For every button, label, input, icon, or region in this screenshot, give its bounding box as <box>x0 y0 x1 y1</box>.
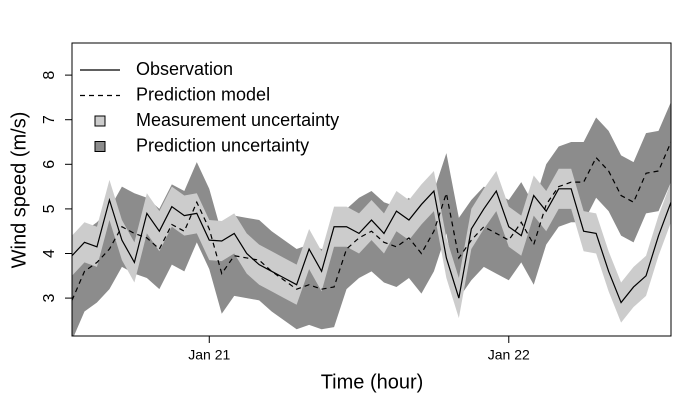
y-tick-label: 8 <box>41 71 58 80</box>
legend-label: Measurement uncertainty <box>136 110 339 130</box>
y-axis-label: Wind speed (m/s) <box>8 112 30 269</box>
y-tick-label: 6 <box>41 160 58 169</box>
legend-swatch <box>94 141 106 152</box>
x-tick-label: Jan 22 <box>488 347 530 363</box>
legend-label: Prediction model <box>136 84 270 104</box>
legend-swatch <box>94 115 106 127</box>
x-tick-label: Jan 21 <box>188 347 230 363</box>
y-tick-label: 3 <box>41 294 58 303</box>
legend-label: Observation <box>136 59 233 79</box>
series-line <box>72 141 671 301</box>
y-tick-label: 7 <box>41 115 58 124</box>
y-tick-label: 5 <box>41 204 58 213</box>
series-line <box>72 188 671 304</box>
x-axis-label: Time (hour) <box>321 371 424 393</box>
legend-label: Prediction uncertainty <box>136 135 309 155</box>
y-tick-label: 4 <box>41 249 58 258</box>
plot-frame <box>71 42 672 337</box>
